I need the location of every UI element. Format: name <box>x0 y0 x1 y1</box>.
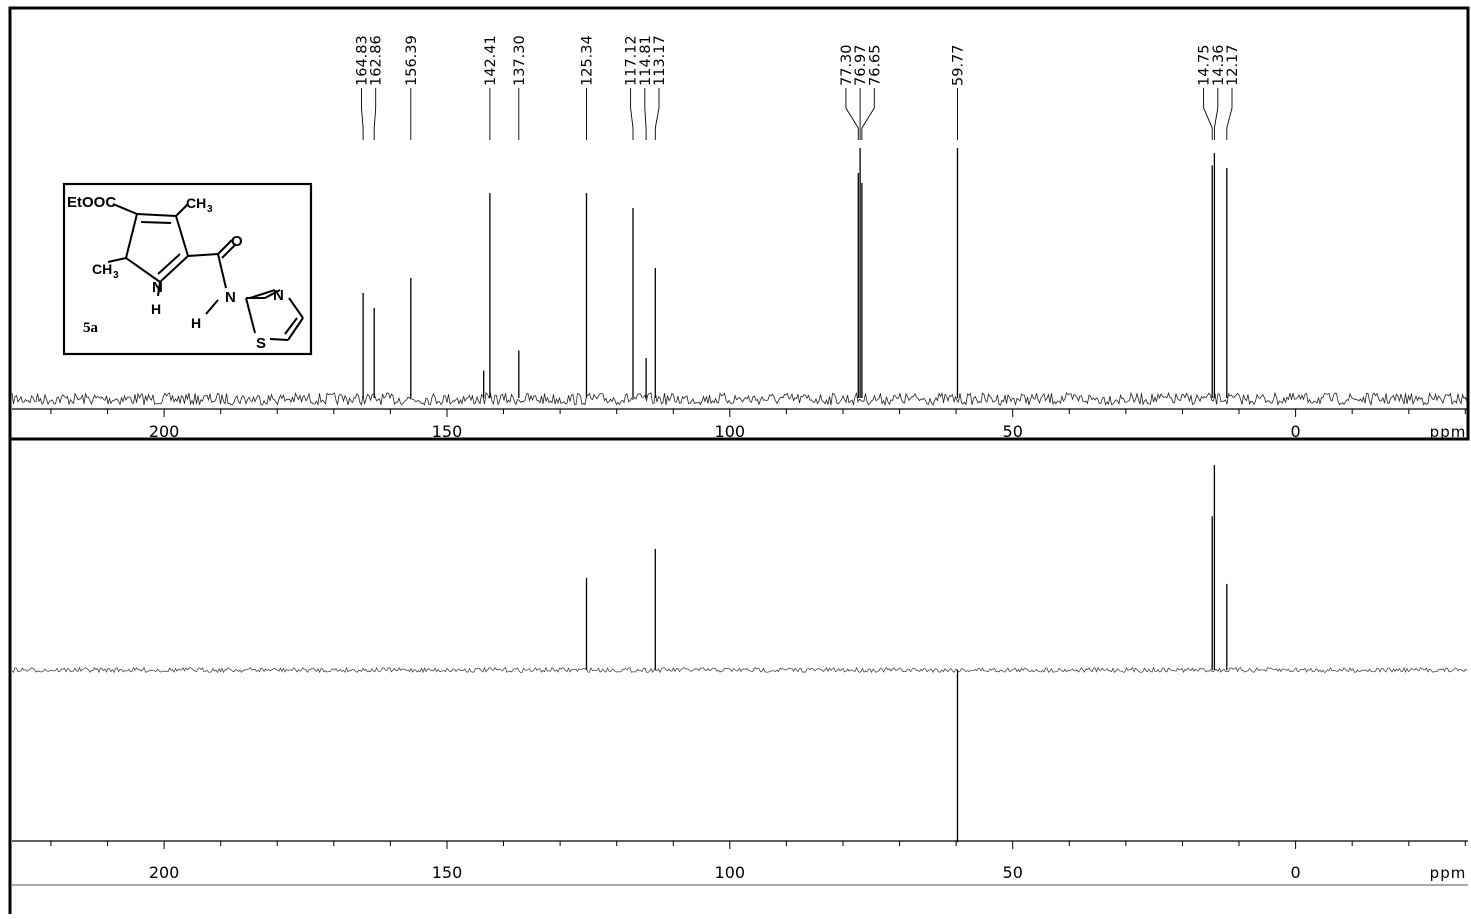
pyrrole-nitrogen-label: N <box>152 279 163 296</box>
peak-leader-13 <box>1203 88 1213 140</box>
peak-label-5: 125.34 <box>580 35 596 86</box>
structure-bonds <box>107 203 304 341</box>
bottom-x-tick-label: 0 <box>1291 863 1301 882</box>
peak-label-9: 77.30 <box>839 44 855 86</box>
structure-box <box>62 182 313 356</box>
top-x-axis-ticks: 200 150 100 50 0 <box>50 409 1466 441</box>
bottom-spectrum-baseline <box>11 666 1468 674</box>
methyl-top-subscript: 3 <box>207 204 213 215</box>
amide-nh-label: H <box>191 315 201 331</box>
methyl-left-subscript: 3 <box>113 270 119 281</box>
compound-label: 5a <box>83 320 99 336</box>
top-spectrum-baseline <box>11 391 1468 407</box>
carbonyl-oxygen-label: O <box>231 233 243 250</box>
peak-label-14: 14.36 <box>1211 44 1227 86</box>
bottom-x-tick-label: 50 <box>1003 863 1023 882</box>
peak-leader-6 <box>630 88 634 140</box>
peak-label-3: 142.41 <box>483 35 499 86</box>
bottom-x-tick-label: 150 <box>432 863 463 882</box>
bottom-x-tick-label: 100 <box>715 863 746 882</box>
methyl-top-label: CH <box>186 195 206 211</box>
ester-group-label: EtOOC <box>67 194 116 211</box>
peak-label-7: 114.81 <box>638 35 654 86</box>
bottom-spectrum-peaks <box>585 465 1228 843</box>
peak-leader-15 <box>1226 88 1233 140</box>
top-x-axis-label: ppm <box>1430 423 1467 441</box>
peak-leader-0 <box>361 88 364 140</box>
bottom-x-tick-label: 200 <box>149 863 180 882</box>
bottom-x-axis-ticks: 200 150 100 50 0 <box>50 841 1466 882</box>
peak-label-0: 164.83 <box>355 35 371 86</box>
peak-leader-14 <box>1213 88 1219 140</box>
peak-leader-11 <box>861 88 875 140</box>
top-spectrum-peaks <box>362 148 1228 398</box>
peak-label-2: 156.39 <box>404 35 420 86</box>
peak-label-6: 117.12 <box>624 35 640 86</box>
peak-label-10: 76.97 <box>853 44 869 86</box>
peak-leader-8 <box>654 88 660 140</box>
bottom-x-axis-label: ppm <box>1430 864 1467 882</box>
peak-label-1: 162.86 <box>369 35 385 86</box>
top-x-tick-label: 200 <box>149 422 180 441</box>
peak-leader-7 <box>644 88 647 140</box>
amide-nitrogen-label: N <box>225 289 236 306</box>
peak-label-11: 76.65 <box>867 44 883 86</box>
peak-label-8: 113.17 <box>652 35 668 86</box>
pyrrole-nh-label: H <box>151 301 161 317</box>
top-x-tick-label: 100 <box>715 422 746 441</box>
peak-label-12: 59.77 <box>951 44 967 86</box>
peak-label-15: 12.17 <box>1225 44 1241 86</box>
peak-leader-1 <box>373 88 377 140</box>
peak-leader-9 <box>845 88 859 140</box>
peak-label-13: 14.75 <box>1197 44 1213 86</box>
top-x-tick-label: 150 <box>432 422 463 441</box>
top-x-tick-label: 50 <box>1003 422 1023 441</box>
peak-label-4: 137.30 <box>512 35 528 86</box>
thiazole-nitrogen-label: N <box>273 287 284 304</box>
top-x-tick-label: 0 <box>1291 422 1301 441</box>
thiazole-sulfur-label: S <box>256 335 266 352</box>
methyl-left-label: CH <box>92 261 112 277</box>
structure-inset: EtOOC CH 3 CH 3 O N H N H N S 5a <box>62 182 313 356</box>
